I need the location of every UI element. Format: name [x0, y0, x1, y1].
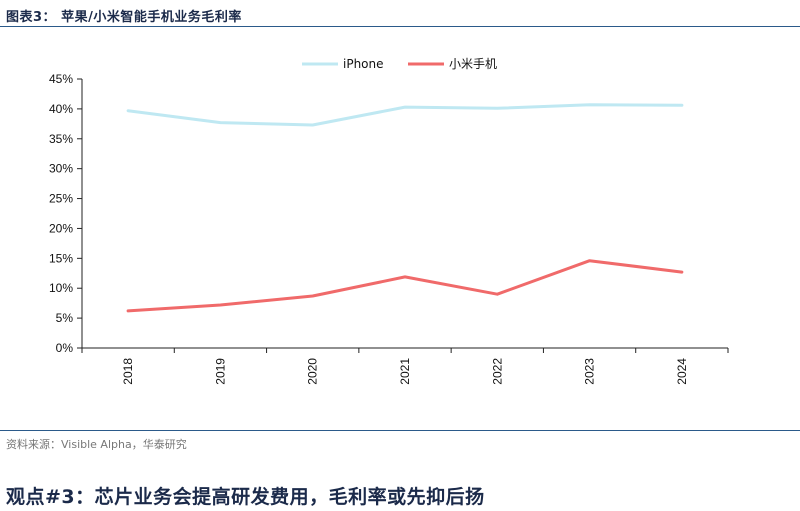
- axes: [81, 79, 728, 349]
- margin-chart: iPhone 小米手机 0% 5% 10% 15% 20% 25% 30% 35% 40% 45%…: [49, 57, 729, 385]
- series-line-iphone: [126, 103, 684, 127]
- x-tick-label: 2022: [490, 358, 504, 385]
- x-tick-label: 2020: [306, 358, 320, 385]
- source-divider: [0, 430, 800, 431]
- y-tick-label: 20%: [49, 221, 73, 235]
- figure-title: 图表3： 苹果/小米智能手机业务毛利率: [6, 10, 242, 25]
- y-tick-label: 45%: [49, 72, 73, 86]
- y-tick-label: 40%: [49, 102, 73, 116]
- legend-label-xiaomi: 小米手机: [449, 57, 497, 71]
- x-tick-label: 2021: [398, 358, 412, 385]
- legend: iPhone 小米手机: [302, 57, 497, 71]
- legend-label-iphone: iPhone: [343, 57, 384, 71]
- series-line-xiaomi: [126, 259, 684, 313]
- y-tick-label: 30%: [49, 162, 73, 176]
- x-tick-label: 2024: [675, 358, 689, 385]
- top-divider: [0, 26, 800, 27]
- y-tick-label: 25%: [49, 192, 73, 206]
- x-tick-label: 2019: [213, 358, 227, 385]
- viewpoint-heading: 观点#3：芯片业务会提高研发费用，毛利率或先抑后扬: [6, 486, 485, 508]
- tick-labels: 0% 5% 10% 15% 20% 25% 30% 35% 40% 45% 2018 2019 2020…: [49, 72, 729, 385]
- y-tick-label: 15%: [49, 251, 73, 265]
- x-tick-label: 2023: [583, 358, 597, 385]
- y-tick-label: 5%: [56, 311, 74, 325]
- x-tick-label: 2018: [121, 358, 135, 385]
- y-tick-label: 10%: [49, 281, 73, 295]
- y-tick-label: 0%: [56, 341, 74, 355]
- series-lines: [126, 103, 684, 313]
- source-note: 资料来源：Visible Alpha，华泰研究: [6, 438, 187, 451]
- y-tick-label: 35%: [49, 132, 73, 146]
